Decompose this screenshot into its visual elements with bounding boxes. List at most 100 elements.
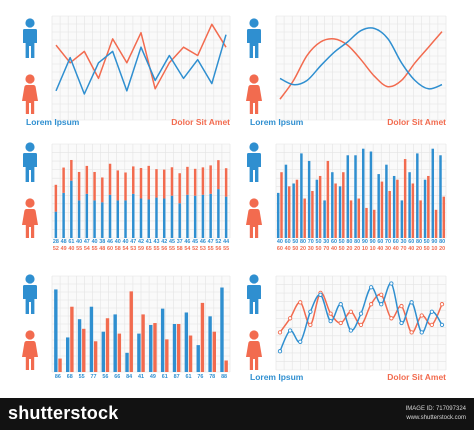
tick-label-top-9: 40 bbox=[115, 239, 121, 245]
bar-s2-17 bbox=[178, 173, 181, 204]
data-point-s1-4 bbox=[308, 322, 313, 328]
tick-label-bottom-3: 40 bbox=[68, 246, 74, 252]
tick-label-top-20: 50 bbox=[424, 239, 430, 245]
tick-label-bottom-3: 50 bbox=[292, 246, 298, 252]
tick-label-top-18: 60 bbox=[408, 239, 414, 245]
bar-s2-3 bbox=[82, 328, 86, 372]
bar-s2-9 bbox=[153, 323, 157, 372]
bar-s2-19 bbox=[193, 168, 197, 196]
bar-s1-4 bbox=[300, 153, 303, 238]
tick-label-top-5: 70 bbox=[308, 239, 314, 245]
bar-s1-19 bbox=[193, 195, 197, 238]
data-point-s2-13 bbox=[399, 320, 404, 326]
data-point-s2-5 bbox=[318, 292, 323, 297]
data-point-s1-15 bbox=[419, 313, 424, 318]
bar-s2-7 bbox=[326, 160, 330, 238]
bar-s1-5 bbox=[85, 193, 89, 238]
tick-label-top-23: 44 bbox=[223, 239, 229, 245]
tick-label-bottom-21: 55 bbox=[208, 246, 214, 252]
bar-s1-3 bbox=[292, 183, 295, 238]
tick-label-top-10: 61 bbox=[162, 374, 168, 380]
tick-label-top-19: 45 bbox=[192, 239, 198, 245]
chart-panel-middle-right: 40 60 50 80 70 50 30 60 50 80 80 90 90 60 70 60 30 60 80 50… bbox=[246, 142, 447, 252]
tick-label-bottom-10: 54 bbox=[123, 246, 129, 252]
data-point-s2-7 bbox=[338, 302, 343, 307]
bar-s2-3 bbox=[295, 179, 299, 238]
male-figure-icon bbox=[23, 274, 37, 314]
bar-s2-21 bbox=[434, 209, 438, 238]
bar-s1-23 bbox=[224, 196, 228, 238]
female-figure-icon bbox=[246, 330, 262, 370]
stock-logo: shutterstock bbox=[8, 403, 119, 423]
tick-label-bottom-4: 20 bbox=[300, 246, 306, 252]
bar-s1-12 bbox=[361, 148, 365, 238]
bar-s2-6 bbox=[117, 333, 122, 372]
bar-s1-22 bbox=[217, 189, 220, 238]
bar-s2-11 bbox=[132, 166, 135, 194]
tick-label-bottom-13: 10 bbox=[370, 246, 376, 252]
bar-s1-11 bbox=[172, 324, 177, 372]
female-figure-icon bbox=[22, 74, 38, 114]
tick-label-top-22: 80 bbox=[439, 239, 445, 245]
bar-s2-12 bbox=[365, 207, 368, 238]
infographic-canvas: Lorem Ipsum Dolor Sit Amet Lorem Ipsum Dolo… bbox=[22, 15, 447, 382]
bar-s1-6 bbox=[113, 314, 117, 372]
bar-s1-7 bbox=[125, 352, 129, 372]
chart-panel-bottom-left: 86 68 55 77 56 66 84 41 49 61 87 61 76 78 88 bbox=[22, 274, 231, 380]
tick-label-bottom-17: 70 bbox=[401, 246, 407, 252]
tick-label-top-9: 49 bbox=[150, 374, 156, 380]
series-line-1 bbox=[55, 23, 227, 90]
male-figure-icon bbox=[247, 274, 261, 314]
bar-s2-18 bbox=[186, 166, 189, 195]
tick-label-top-12: 90 bbox=[362, 239, 368, 245]
tick-label-bottom-12: 10 bbox=[362, 246, 368, 252]
bar-s2-18 bbox=[411, 183, 415, 238]
bar-s1-9 bbox=[116, 200, 120, 238]
tick-label-bottom-13: 65 bbox=[146, 246, 152, 252]
tick-label-top-1: 40 bbox=[277, 239, 283, 245]
bar-s2-14 bbox=[155, 169, 158, 198]
tick-label-bottom-9: 50 bbox=[339, 246, 345, 252]
data-point-s1-17 bbox=[439, 302, 445, 307]
tick-label-top-6: 66 bbox=[114, 374, 120, 380]
data-point-s1-9 bbox=[358, 322, 364, 328]
data-point-s2-11 bbox=[379, 302, 384, 307]
bar-s1-2 bbox=[66, 337, 70, 372]
tick-label-top-14: 43 bbox=[153, 239, 159, 245]
bar-s2-19 bbox=[419, 200, 422, 238]
tick-label-top-19: 80 bbox=[416, 239, 422, 245]
tick-label-bottom-23: 55 bbox=[223, 246, 229, 252]
caption-right: Dolor Sit Amet bbox=[387, 117, 446, 127]
bar-s1-9 bbox=[338, 186, 342, 238]
tick-label-bottom-15: 56 bbox=[161, 246, 167, 252]
bar-s2-20 bbox=[201, 167, 205, 195]
tick-label-top-9: 50 bbox=[339, 239, 345, 245]
male-figure-icon bbox=[23, 18, 37, 58]
bar-s1-22 bbox=[439, 155, 442, 238]
tick-label-top-8: 60 bbox=[331, 239, 337, 245]
bar-s1-4 bbox=[77, 200, 81, 238]
bar-s2-4 bbox=[93, 341, 98, 372]
bar-s1-15 bbox=[220, 287, 224, 372]
data-point-s1-6 bbox=[328, 311, 333, 316]
tick-label-top-1: 28 bbox=[53, 239, 59, 245]
bar-s1-13 bbox=[196, 345, 200, 372]
bar-s1-14 bbox=[155, 197, 158, 238]
bar-s1-16 bbox=[170, 195, 174, 238]
bar-s2-4 bbox=[303, 198, 306, 238]
bar-s1-9 bbox=[149, 324, 153, 372]
tick-label-bottom-11: 53 bbox=[130, 246, 136, 252]
bar-s1-8 bbox=[331, 172, 334, 238]
tick-label-top-5: 47 bbox=[84, 239, 90, 245]
bar-s1-11 bbox=[354, 155, 357, 238]
tick-label-top-1: 86 bbox=[55, 374, 61, 380]
tick-label-top-17: 37 bbox=[177, 239, 183, 245]
tick-label-bottom-12: 59 bbox=[138, 246, 144, 252]
bar-s2-10 bbox=[124, 172, 127, 201]
caption-left: Lorem Ipsum bbox=[250, 117, 304, 127]
bar-s1-19 bbox=[416, 153, 419, 238]
tick-label-top-18: 46 bbox=[184, 239, 190, 245]
chart-panel-top-right: Lorem Ipsum Dolor Sit Amet bbox=[246, 15, 447, 127]
tick-label-top-21: 90 bbox=[431, 239, 437, 245]
bar-s1-3 bbox=[70, 180, 73, 238]
